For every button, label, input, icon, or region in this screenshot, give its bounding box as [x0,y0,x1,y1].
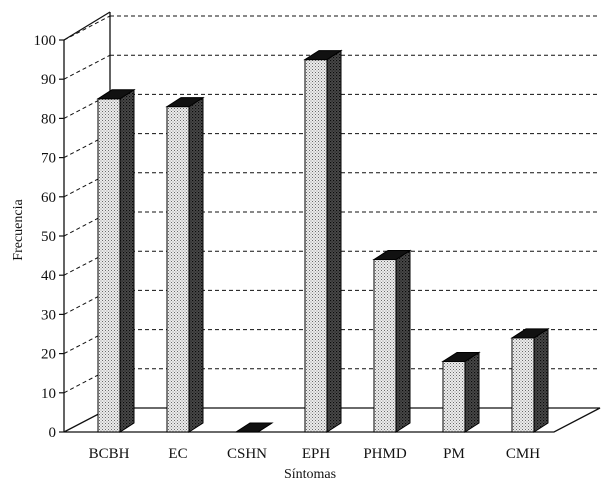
x-tick-label: CMH [506,446,540,462]
bar-top-face [165,97,205,108]
x-axis-title: Síntomas [284,467,336,482]
y-tick-label: 100 [34,33,57,49]
x-tick-label: PHMD [363,446,407,462]
y-tick-label: 10 [41,386,56,402]
bar-side-face [119,88,135,433]
y-tick-label: 80 [41,111,56,127]
y-tick-label: 70 [41,151,56,167]
bar-front-face [442,360,466,433]
gridline-side [63,15,111,41]
bar-top-face [372,250,412,261]
bars [96,49,550,433]
bar-top-face [441,351,481,362]
bar-side-face [326,49,342,433]
bar-side-face [533,328,549,433]
x-tick-label: BCBH [89,446,130,462]
bar-top-face [96,89,136,100]
x-tick-label: EC [168,446,187,462]
bar-front-face [511,337,535,433]
y-axis-ticks: 0 10 20 30 40 50 60 70 80 90 100 [34,33,64,441]
bar-front-face [97,98,121,433]
x-tick-label: EPH [302,446,331,462]
bar [165,96,205,433]
y-tick-label: 20 [41,347,56,363]
bar-side-face [395,249,411,433]
bar-front-face [373,259,397,433]
bar [510,328,550,433]
bar [234,422,274,433]
y-tick-label: 60 [41,190,56,206]
y-tick-label: 40 [41,268,56,284]
x-tick-label: CSHN [227,446,267,462]
gridline-side [63,54,111,80]
bar-front-face [304,59,328,433]
bar-top-face [510,328,550,339]
y-tick-label: 0 [49,425,57,441]
y-tick-label: 30 [41,307,56,323]
bar [303,49,343,433]
y-tick-label: 50 [41,229,56,245]
y-axis-title: Frecuencia [11,199,26,261]
y-tick-label: 90 [41,72,56,88]
x-tick-label: PM [443,446,465,462]
bar [441,351,481,433]
x-axis-categories: BCBH EC CSHN EPH PHMD PM CMH [89,446,541,462]
bar [96,88,136,433]
bar [372,249,412,433]
wall-top-edge [63,11,111,41]
bar-top-face [234,422,274,433]
bar-top-face [303,50,343,61]
bar-front-face [166,106,190,433]
bar-side-face [464,351,480,433]
bar-side-face [188,96,204,433]
